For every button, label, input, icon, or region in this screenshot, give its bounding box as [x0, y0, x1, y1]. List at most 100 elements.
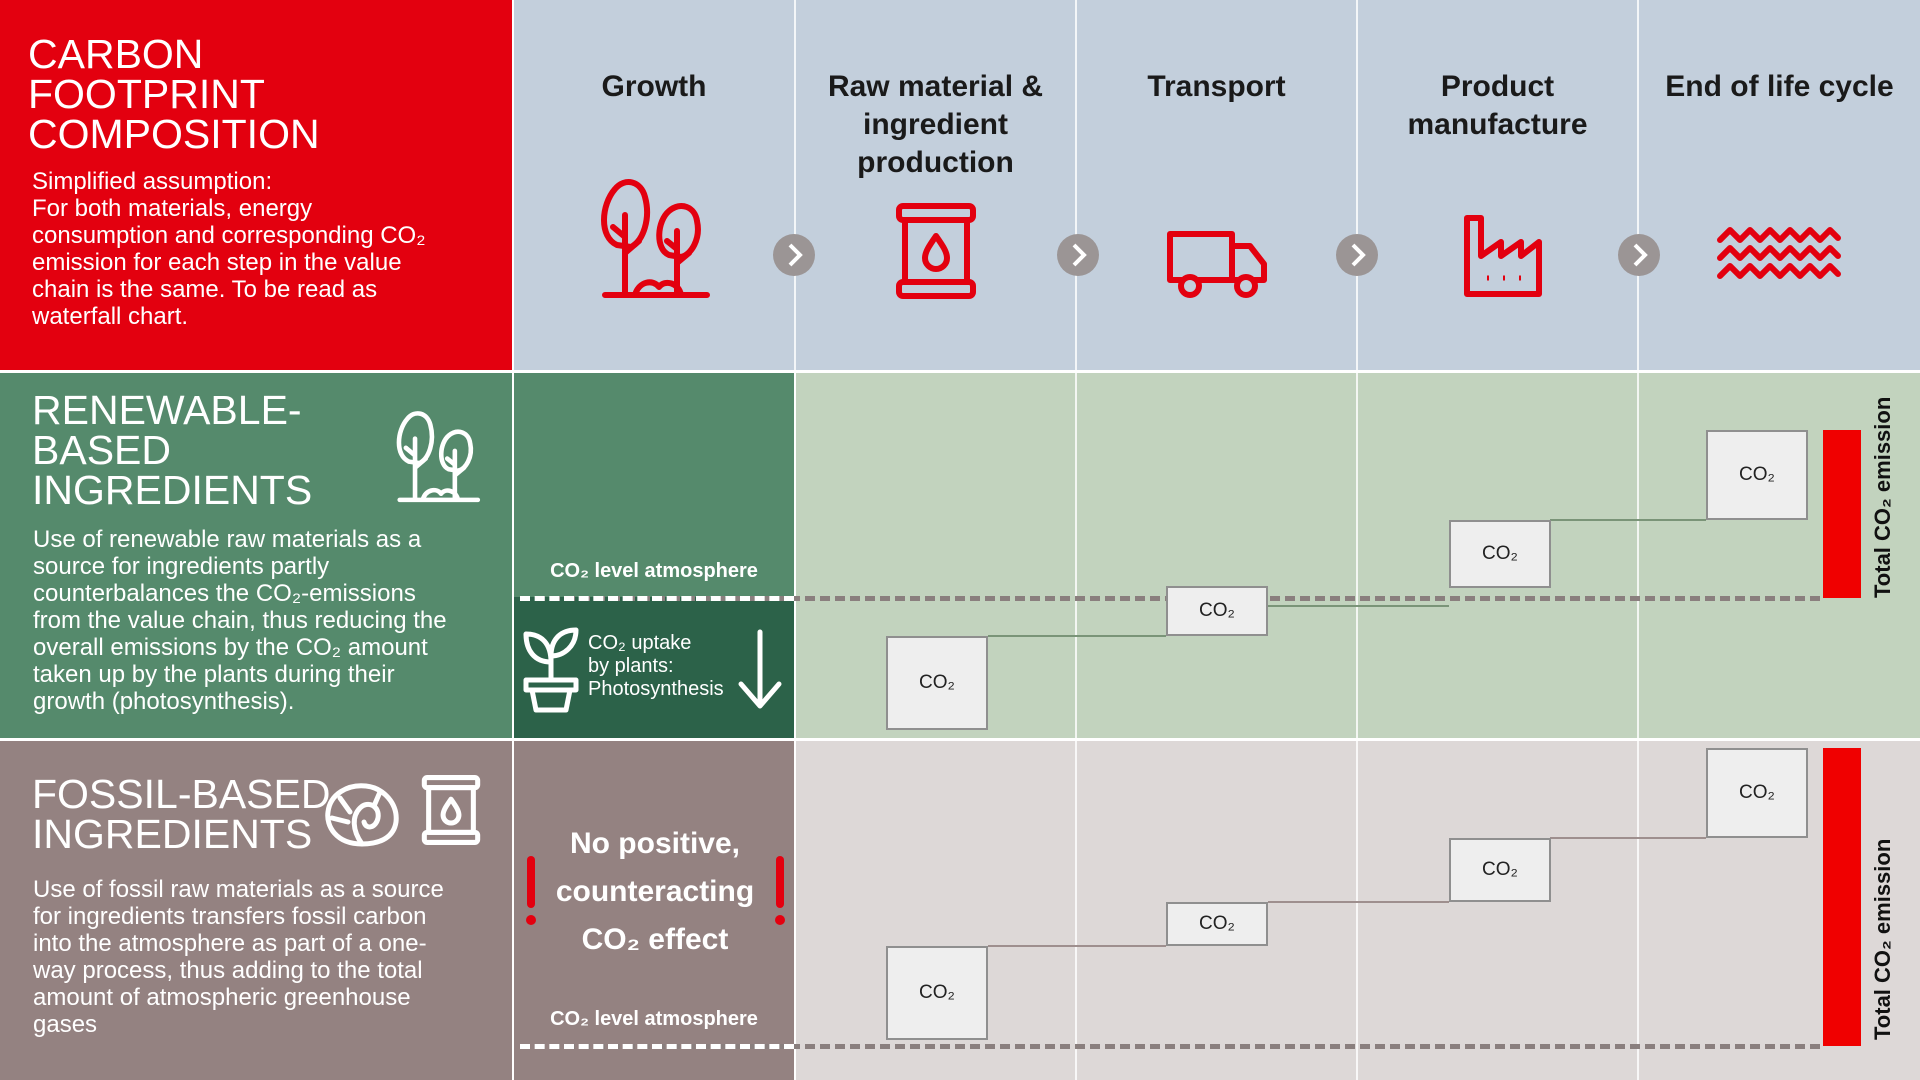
renewable-text-line: from the value chain, thus reducing the [33, 607, 447, 634]
column-divider [1356, 0, 1358, 1080]
stage-end-of-life-label: End of life cycle [1639, 68, 1920, 106]
intro-title: CARBON FOOTPRINT COMPOSITION [28, 31, 498, 157]
renewable-text: Use of renewable raw materials as a sour… [33, 526, 508, 715]
co2-box: CO₂ [1706, 748, 1808, 838]
fossil-text: Use of fossil raw materials as a source … [33, 876, 508, 1038]
stage-label-line: ingredient [862, 108, 1008, 141]
column-divider [794, 0, 796, 1080]
next-step-arrow-icon [773, 234, 815, 276]
intro-text-line: chain is the same. To be read as [32, 276, 378, 303]
renewable-total-bar [1823, 430, 1861, 598]
fossil-text-line: Use of fossil raw materials as a source [33, 876, 444, 903]
fossil-level-label: CO₂ level atmosphere [550, 1008, 758, 1030]
barrel-icon [896, 203, 976, 299]
fossil-total-label: Total CO₂ emission [1870, 838, 1895, 1040]
renewable-uptake-cell [514, 597, 794, 738]
intro-text: Simplified assumption: For both material… [32, 168, 502, 330]
chevron-right-icon [1072, 243, 1087, 267]
factory-icon [1464, 215, 1542, 297]
uptake-line: by plants: [588, 655, 674, 677]
co2-box: CO₂ [886, 946, 988, 1040]
intro-text-line: Simplified assumption: [32, 168, 273, 195]
stages-header-band [514, 0, 1920, 370]
stage-label-line: production [857, 146, 1014, 179]
intro-panel [0, 0, 512, 370]
stage-label-line: manufacture [1407, 108, 1588, 141]
co2-box: CO₂ [1449, 520, 1551, 588]
column-divider [1637, 0, 1639, 1080]
uptake-line: Photosynthesis [588, 678, 724, 700]
chevron-right-icon [1351, 243, 1366, 267]
fossil-text-line: for ingredients transfers fossil carbon [33, 903, 427, 930]
fossil-title-line: FOSSIL-BASED [32, 771, 331, 817]
seedling-icon [523, 627, 579, 713]
chevron-right-icon [788, 243, 803, 267]
co2-box: CO₂ [1706, 430, 1808, 520]
waves-icon [1717, 227, 1841, 279]
truck-icon [1167, 231, 1267, 298]
intro-text-line: consumption and corresponding CO₂ [32, 222, 426, 249]
stage-label-line: Raw material & [827, 70, 1044, 103]
co2-box: CO₂ [1449, 838, 1551, 902]
stage-transport-label: Transport [1077, 68, 1356, 106]
fossil-text-line: amount of atmospheric greenhouse [33, 984, 411, 1011]
co2-box: CO₂ [886, 636, 988, 730]
intro-text-line: waterfall chart. [32, 303, 189, 330]
co2-box: CO₂ [1166, 902, 1268, 946]
fossil-atmosphere-level-line [520, 1044, 1820, 1049]
barrel-icon [421, 775, 481, 845]
renewable-text-line: source for ingredients partly [33, 553, 330, 580]
co2-box: CO₂ [1166, 586, 1268, 636]
renewable-level-label: CO₂ level atmosphere [550, 560, 758, 582]
fossil-text-line: way process, thus adding to the total [33, 957, 423, 984]
renewable-title-line: BASED [32, 427, 171, 473]
intro-title-line: CARBON [28, 31, 204, 77]
no-positive-effect-text: No positive, counteracting CO₂ effect [530, 820, 780, 964]
stage-label-line: Growth [601, 70, 707, 103]
renewable-atmosphere-level-line-white [520, 596, 794, 601]
down-arrow-icon [738, 629, 782, 709]
intro-text-line: emission for each step in the value [32, 249, 402, 276]
stage-growth-label: Growth [514, 68, 794, 106]
renewable-text-line: growth (photosynthesis). [33, 688, 295, 715]
fossil-title-line: INGREDIENTS [32, 811, 313, 857]
renewable-text-line: counterbalances the CO₂-emissions [33, 580, 416, 607]
stage-label-line: End of life cycle [1665, 70, 1894, 103]
stage-label-line: Transport [1147, 70, 1286, 103]
stage-raw-material-label: Raw material & ingredient production [796, 68, 1075, 182]
next-step-arrow-icon [1057, 234, 1099, 276]
shell-fossil-icon [325, 783, 399, 847]
exclamation-icon [775, 856, 785, 925]
fossil-atmosphere-level-line-white [520, 1044, 794, 1049]
uptake-line: CO₂ uptake [588, 632, 692, 654]
renewable-title-line: INGREDIENTS [32, 467, 313, 513]
chevron-right-icon [1633, 243, 1648, 267]
renewable-title-line: RENEWABLE- [32, 387, 302, 433]
renewable-text-line: overall emissions by the CO₂ amount [33, 634, 428, 661]
effect-line: CO₂ effect [581, 923, 729, 956]
fossil-text-line: into the atmosphere as part of a one- [33, 930, 427, 957]
stage-manufacture-label: Product manufacture [1358, 68, 1637, 144]
column-divider [1075, 0, 1077, 1080]
intro-text-line: For both materials, energy [32, 195, 313, 222]
next-step-arrow-icon [1618, 234, 1660, 276]
fossil-text-line: gases [33, 1011, 98, 1038]
exclamation-icon [526, 856, 536, 925]
trees-icon [396, 411, 481, 503]
fossil-title: FOSSIL-BASED INGREDIENTS [32, 771, 352, 857]
stage-label-line: Product [1440, 70, 1555, 103]
fossil-total-bar [1823, 748, 1861, 1046]
intro-title-line: FOOTPRINT [28, 71, 265, 117]
intro-title-line: COMPOSITION [28, 111, 320, 157]
fossil-growth-cell [514, 741, 794, 1080]
effect-line: No positive, [569, 827, 741, 860]
renewable-text-line: Use of renewable raw materials as a [33, 526, 422, 553]
renewable-text-line: taken up by the plants during their [33, 661, 395, 688]
next-step-arrow-icon [1336, 234, 1378, 276]
trees-icon [601, 179, 710, 298]
effect-line: counteracting [555, 875, 755, 908]
renewable-panel [0, 373, 512, 738]
renewable-title: RENEWABLE- BASED INGREDIENTS [32, 387, 392, 513]
